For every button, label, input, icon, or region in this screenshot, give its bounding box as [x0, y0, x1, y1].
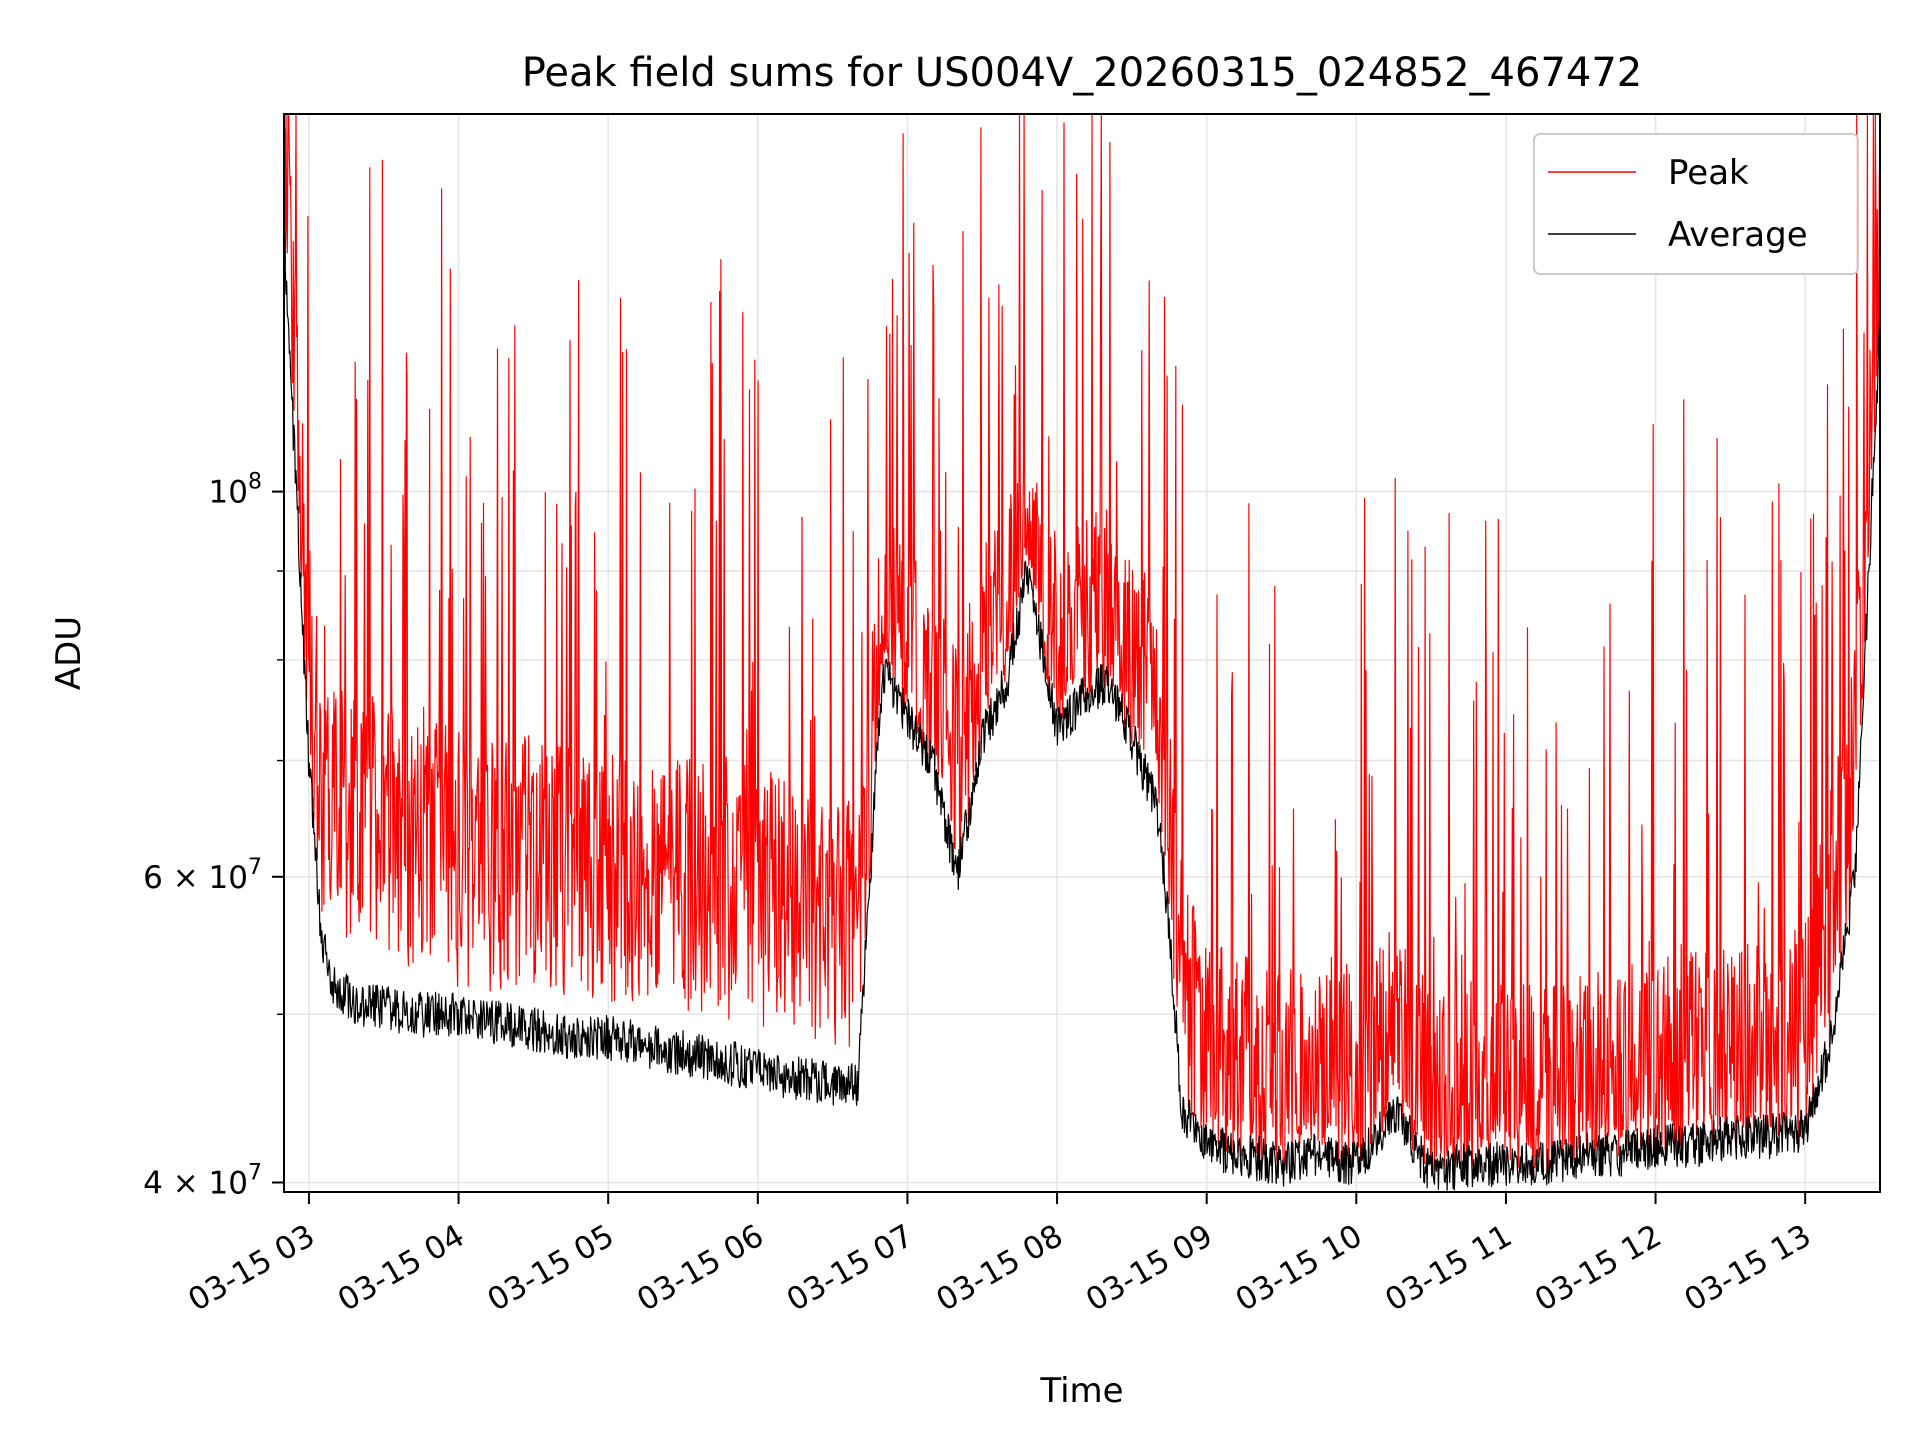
legend: Peak Average	[1533, 133, 1859, 275]
legend-box	[1533, 133, 1859, 275]
y-tick-label: 108	[209, 470, 262, 511]
series-line-peak	[283, 114, 1881, 1181]
y-tick-label: 6 × 107	[143, 855, 262, 896]
legend-label-peak: Peak	[1668, 153, 1749, 193]
plot-frame	[283, 113, 1881, 1193]
series-layer	[283, 114, 1881, 1191]
series-line-average	[283, 232, 1881, 1191]
y-axis: 4 × 107 6 × 107 108	[143, 470, 284, 1202]
legend-label-average: Average	[1668, 215, 1808, 255]
x-axis-label: Time	[1039, 1371, 1123, 1411]
y-axis-label: ADU	[49, 616, 89, 690]
chart-title: Peak field sums for US004V_20260315_0248…	[522, 50, 1643, 96]
y-tick-label: 4 × 107	[143, 1161, 262, 1202]
